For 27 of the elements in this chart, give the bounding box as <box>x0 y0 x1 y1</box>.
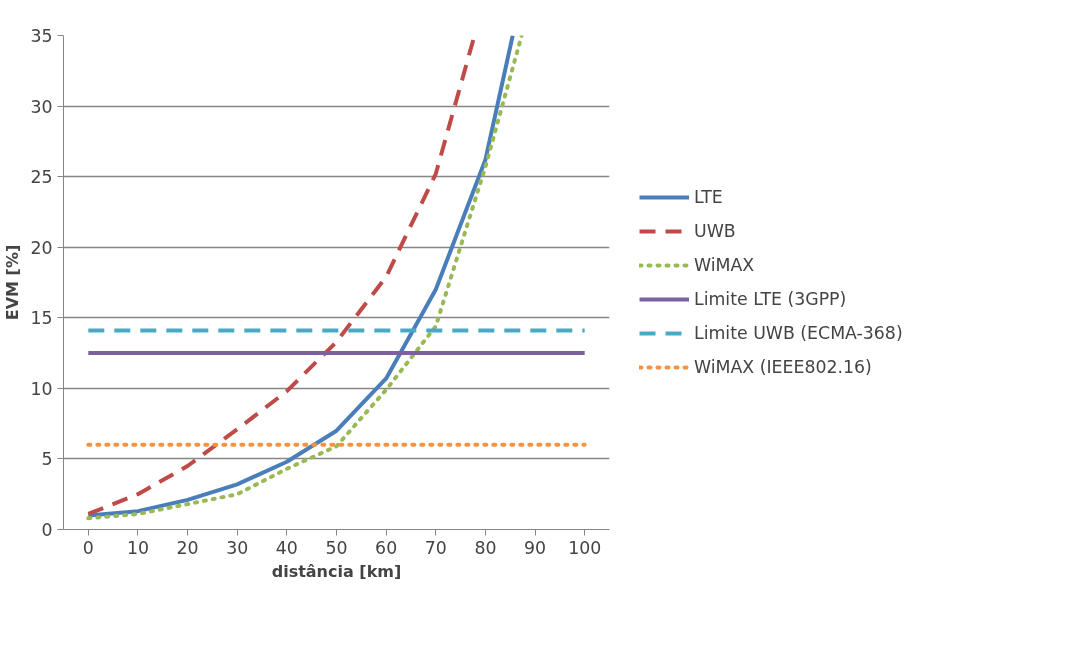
y-tick-label: 35 <box>30 26 53 46</box>
x-tick-label: 10 <box>126 537 149 558</box>
x-tick-label: 40 <box>275 537 298 558</box>
x-tick-label: 20 <box>176 537 199 558</box>
x-tick-label: 90 <box>524 537 547 558</box>
y-axis-title: EVM [%] <box>3 244 23 321</box>
legend-label: UWB <box>694 221 736 241</box>
x-tick-label: 70 <box>424 537 447 558</box>
y-tick-label: 5 <box>41 449 53 470</box>
x-tick-label: 30 <box>226 537 249 558</box>
y-tick-label: 10 <box>30 378 53 399</box>
x-tick-label: 100 <box>568 537 602 558</box>
x-tick-label: 60 <box>375 537 398 558</box>
x-tick-label: 0 <box>82 537 94 558</box>
y-tick-label: 0 <box>41 520 53 540</box>
x-tick-label: 50 <box>325 537 348 558</box>
legend-label: WiMAX <box>694 255 755 275</box>
y-tick-label: 25 <box>30 167 53 188</box>
x-axis-title: distância [km] <box>271 561 402 581</box>
legend-label: WiMAX (IEEE802.16) <box>694 357 872 377</box>
legend-label: LTE <box>694 187 723 207</box>
y-tick-label: 30 <box>30 96 53 117</box>
y-tick-label: 15 <box>30 308 53 329</box>
y-tick-label: 20 <box>30 237 53 258</box>
legend-label: Limite UWB (ECMA-368) <box>694 323 903 343</box>
legend-label: Limite LTE (3GPP) <box>694 289 847 309</box>
x-tick-label: 80 <box>474 537 497 558</box>
